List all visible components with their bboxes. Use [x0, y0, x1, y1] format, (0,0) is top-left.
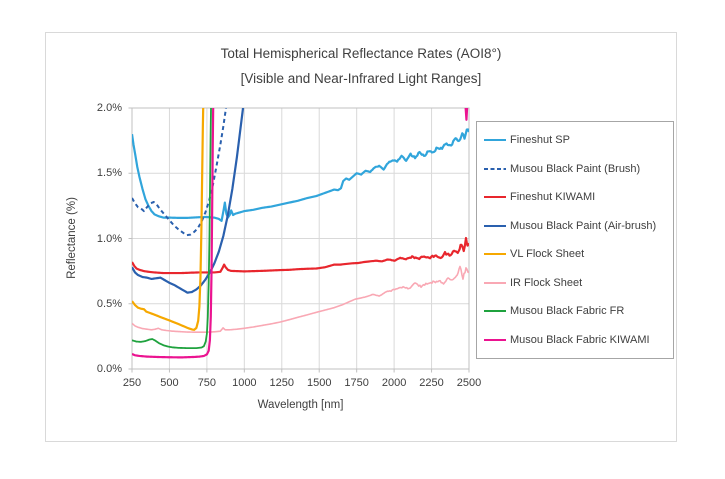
legend-swatch: [484, 310, 506, 313]
legend-item-musou-black-fabric-kiwami: Musou Black Fabric KIWAMI: [477, 334, 673, 346]
legend-item-musou-black-paint-brush-: Musou Black Paint (Brush): [477, 163, 673, 175]
legend-item-ir-flock-sheet: IR Flock Sheet: [477, 277, 673, 289]
series-line-musou-black-fabric-kiwami: [132, 108, 215, 359]
legend-swatch: [484, 224, 506, 227]
series-line-vl-flock-sheet: [132, 108, 205, 331]
legend-label: Musou Black Paint (Air-brush): [510, 219, 657, 232]
legend-label: Musou Black Fabric FR: [510, 305, 625, 318]
y-axis-title: Reflectance (%): [66, 197, 78, 279]
chart-frame: Total Hemispherical Reflectance Rates (A…: [45, 32, 677, 442]
legend-swatch: [484, 167, 506, 170]
series-line-musou-black-fabric-kiwami: [464, 108, 469, 121]
x-tick-label: 1000: [232, 377, 257, 389]
legend-swatch: [484, 196, 506, 199]
series-line-fineshut-kiwami: [132, 236, 469, 275]
y-tick-label: 1.5%: [96, 167, 122, 180]
legend-label: IR Flock Sheet: [510, 276, 583, 289]
legend: Fineshut SP Musou Black Paint (Brush) Fine…: [476, 121, 674, 359]
series-line-fineshut-sp: [132, 128, 469, 222]
x-axis-title: Wavelength [nm]: [257, 399, 344, 411]
legend-label: Musou Black Paint (Brush): [510, 162, 641, 175]
legend-label: Musou Black Fabric KIWAMI: [510, 333, 650, 346]
chart-header: Total Hemispherical Reflectance Rates (A…: [46, 41, 676, 91]
x-tick-label: 2000: [381, 377, 407, 389]
legend-label: VL Flock Sheet: [510, 248, 585, 261]
series-line-musou-black-paint-air-brush-: [132, 108, 245, 294]
legend-item-musou-black-fabric-fr: Musou Black Fabric FR: [477, 305, 673, 317]
x-tick-label: 2500: [456, 377, 482, 389]
y-tick-label: 1.0%: [96, 232, 122, 245]
legend-item-fineshut-kiwami: Fineshut KIWAMI: [477, 191, 673, 203]
x-tick-label: 500: [160, 377, 179, 389]
chart-title: Total Hemispherical Reflectance Rates (A…: [220, 46, 502, 61]
legend-item-fineshut-sp: Fineshut SP: [477, 134, 673, 146]
x-tick-label: 2250: [419, 377, 444, 389]
x-tick-label: 250: [122, 377, 142, 389]
chart-subtitle: [Visible and Near-Infrared Light Ranges]: [240, 71, 482, 86]
legend-item-musou-black-paint-air-brush-: Musou Black Paint (Air-brush): [477, 220, 673, 232]
y-tick-label: 0.5%: [96, 297, 122, 310]
x-tick-label: 1250: [269, 377, 294, 389]
plot-area: [128, 107, 470, 373]
y-tick-label: 0.0%: [96, 363, 122, 375]
legend-swatch: [484, 139, 506, 142]
x-tick-label: 1750: [344, 377, 369, 389]
legend-swatch: [484, 338, 506, 341]
legend-swatch: [484, 281, 506, 284]
legend-label: Fineshut SP: [510, 134, 570, 147]
y-tick-label: 2.0%: [96, 102, 122, 114]
series-line-ir-flock-sheet: [132, 265, 469, 333]
x-tick-label: 1500: [306, 377, 332, 389]
legend-label: Fineshut KIWAMI: [510, 191, 596, 204]
plot-wrap: 0.0% 0.5% 1.0% 1.5% 2.0% 250 500 750 1000 1250 15…: [46, 33, 676, 441]
legend-item-vl-flock-sheet: VL Flock Sheet: [477, 248, 673, 260]
series-line-musou-black-fabric-fr: [132, 108, 212, 350]
x-tick-label: 750: [197, 377, 217, 389]
legend-swatch: [484, 253, 506, 256]
